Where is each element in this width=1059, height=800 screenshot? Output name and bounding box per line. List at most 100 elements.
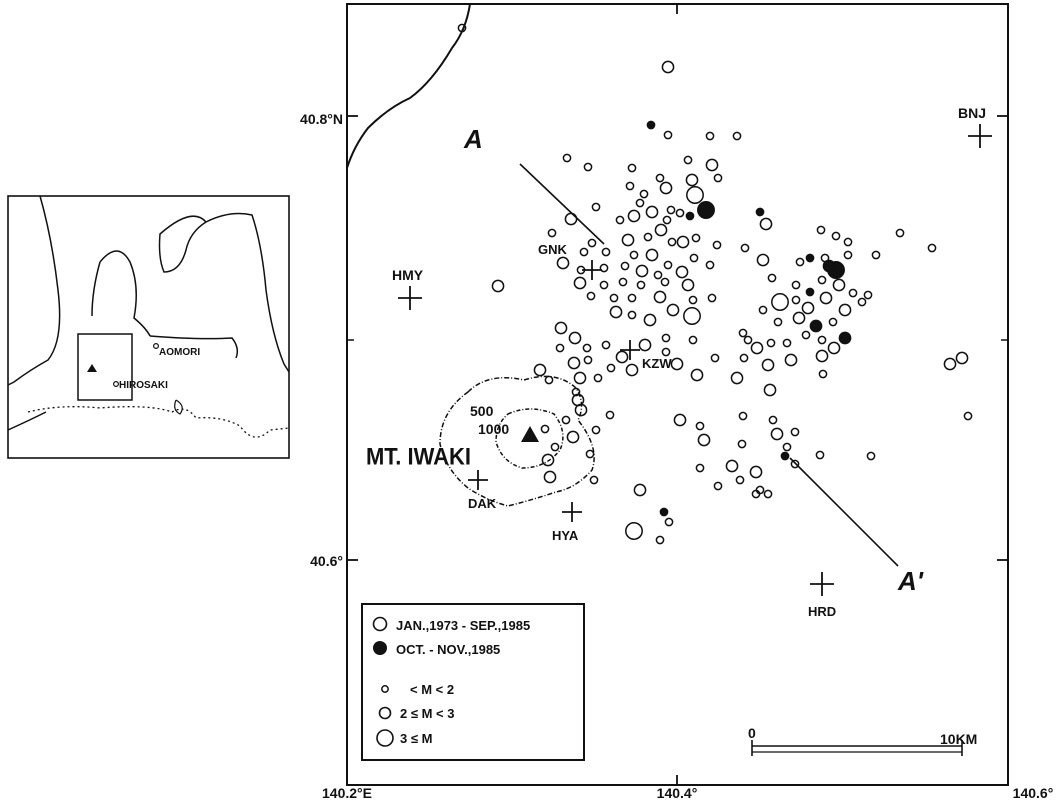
epicenter-open-marker	[683, 155, 693, 165]
epicenter-open-marker	[737, 439, 747, 449]
epicenter-open-marker	[963, 411, 973, 421]
epicenter-open-marker	[675, 208, 685, 218]
station-label: DAK	[468, 496, 497, 511]
epicenter-open-marker	[635, 198, 645, 208]
epicenter-open-marker	[601, 247, 611, 257]
inset-hirosaki-marker-icon	[112, 381, 119, 388]
epicenter-open-marker	[586, 291, 596, 301]
epicenter-open-marker	[627, 163, 637, 173]
epicenter-open-marker	[589, 475, 599, 485]
epicenter-open-marker	[550, 442, 560, 452]
legend-medium-label: 2 ≤ M < 3	[400, 706, 454, 721]
inset-shimokita	[158, 215, 208, 273]
epicenter-open-marker	[636, 280, 646, 290]
epicenter-open-marker	[697, 433, 711, 447]
volcano-name-label: MT. IWAKI	[366, 443, 471, 470]
legend-medium-circle-icon	[378, 706, 392, 720]
epicenter-open-marker	[817, 275, 827, 285]
epicenter-open-marker	[653, 270, 663, 280]
volcano-summit-triangle-icon	[521, 426, 539, 442]
epicenter-open-marker	[685, 173, 699, 187]
epicenter-open-marker	[818, 369, 828, 379]
epicenter-open-marker	[828, 317, 838, 327]
epicenter-open-marker	[540, 424, 550, 434]
epicenter-open-marker	[730, 371, 744, 385]
legend-open-circle-icon	[372, 616, 388, 632]
epicenter-open-marker	[815, 349, 829, 363]
epicenter-open-marker	[587, 238, 597, 248]
epicenter-open-marker	[625, 363, 639, 377]
epicenter-open-marker	[571, 387, 581, 397]
epicenter-open-marker	[605, 410, 615, 420]
epicenter-open-marker	[599, 280, 609, 290]
epicenter-open-marker	[732, 131, 742, 141]
epicenter-filled-marker	[822, 259, 836, 273]
epicenter-open-marker	[561, 415, 571, 425]
epicenter-open-marker	[739, 353, 749, 363]
epicenter-open-marker	[767, 273, 777, 283]
epicenter-open-marker	[688, 295, 698, 305]
profile-line-north	[519, 163, 605, 245]
epicenter-open-marker	[457, 23, 467, 33]
epicenter-open-marker	[533, 363, 547, 377]
epicenter-open-marker	[782, 442, 792, 452]
epicenter-open-marker	[831, 231, 841, 241]
inset-coastline-bay-inner	[91, 261, 101, 317]
epicenter-open-marker	[763, 489, 773, 499]
epicenter-open-marker	[943, 357, 957, 371]
lat-label-40-8: 40.8°N	[300, 111, 343, 127]
epicenter-open-marker	[615, 350, 629, 364]
station-cross-icon	[810, 572, 834, 596]
epicenter-open-marker	[817, 335, 827, 345]
epicenter-open-marker	[686, 186, 704, 204]
epicenter-open-marker	[591, 425, 601, 435]
epicenter-open-marker	[843, 237, 853, 247]
lat-label-40-6: 40.6°	[310, 553, 343, 569]
legend-large-circle-icon	[376, 729, 394, 747]
inset-coastline-bay	[99, 250, 151, 337]
epicenter-open-marker	[743, 335, 753, 345]
inset-coastline-south	[7, 411, 47, 431]
epicenter-open-marker	[771, 293, 789, 311]
epicenter-open-marker	[564, 212, 578, 226]
epicenter-open-marker	[627, 293, 637, 303]
epicenter-open-marker	[712, 240, 722, 250]
epicenter-open-marker	[955, 351, 969, 365]
epicenter-open-marker	[801, 301, 815, 315]
epicenter-open-marker	[609, 293, 619, 303]
station-label: GNK	[538, 242, 568, 257]
scale-bar-start-label: 0	[748, 725, 756, 741]
epicenter-open-marker	[675, 265, 689, 279]
legend-filled-label: OCT. - NOV.,1985	[396, 642, 500, 657]
epicenter-open-marker	[645, 248, 659, 262]
epicenter-open-marker	[738, 411, 748, 421]
epicenter-open-marker	[663, 260, 673, 270]
epicenter-open-marker	[576, 265, 586, 275]
epicenter-open-marker	[621, 233, 635, 247]
epicenter-open-marker	[688, 335, 698, 345]
epicenter-open-marker	[782, 338, 792, 348]
epicenter-open-marker	[763, 383, 777, 397]
epicenter-open-marker	[655, 535, 665, 545]
epicenter-open-marker	[816, 225, 826, 235]
epicenter-open-marker	[770, 427, 784, 441]
epicenter-open-marker	[583, 162, 593, 172]
epicenter-open-marker	[662, 215, 672, 225]
epicenter-open-marker	[653, 290, 667, 304]
epicenter-open-marker	[643, 313, 657, 327]
station-cross-icon	[968, 124, 992, 148]
epicenter-open-marker	[768, 415, 778, 425]
epicenter-open-marker	[761, 358, 775, 372]
epicenter-open-marker	[751, 489, 761, 499]
inset-volcano-triangle-icon	[87, 364, 97, 372]
epicenter-open-marker	[710, 353, 720, 363]
legend-frame	[361, 603, 585, 761]
epicenter-open-marker	[681, 278, 695, 292]
inset-hirosaki-label: HIROSAKI	[119, 380, 168, 391]
epicenter-open-marker	[663, 130, 673, 140]
epicenter-open-marker	[740, 243, 750, 253]
epicenter-filled-marker	[646, 120, 656, 130]
epicenter-open-marker	[857, 297, 867, 307]
lon-label-140-6: 140.6°	[1013, 785, 1054, 800]
